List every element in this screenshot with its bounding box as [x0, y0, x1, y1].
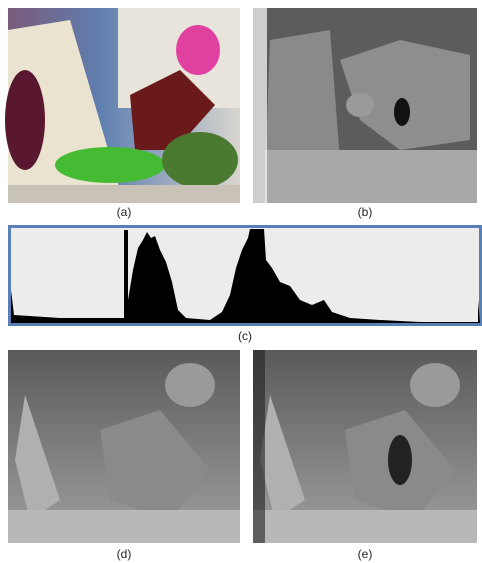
depth-map: [253, 8, 477, 203]
caption: (a): [117, 205, 132, 219]
photo: [5, 8, 240, 203]
caption: (b): [358, 205, 373, 219]
page: (a) (b) (c) (d) (e) (() => { const data …: [0, 0, 482, 563]
caption: (c): [238, 329, 252, 343]
histogram: [10, 227, 481, 325]
figure: (a) (b) (c) (d) (e): [0, 0, 482, 563]
depth-result: [253, 350, 477, 543]
caption: (d): [117, 547, 132, 561]
depth-result: [8, 350, 240, 543]
caption: (e): [358, 547, 373, 561]
